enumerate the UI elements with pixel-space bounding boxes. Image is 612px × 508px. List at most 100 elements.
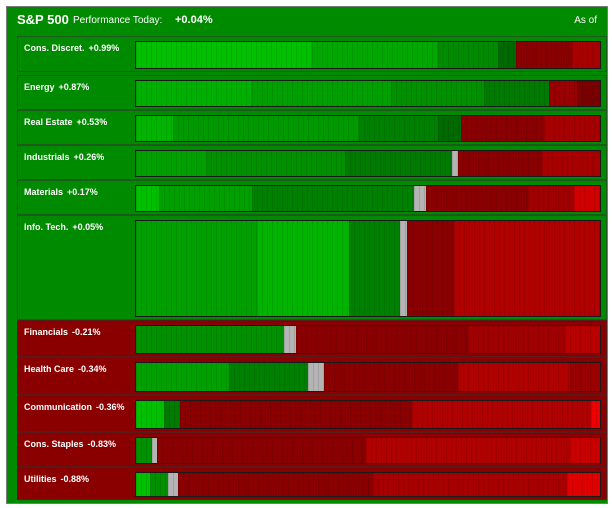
stock-group-tile[interactable] [467,326,566,353]
stock-group-tile[interactable] [344,151,452,176]
sector-label: Info. Tech. +0.05% [24,222,103,232]
stock-group-tile[interactable] [567,473,600,496]
sector-label: Materials +0.17% [24,187,98,197]
stock-strip[interactable] [135,472,601,497]
stock-group-tile[interactable] [590,401,600,428]
stock-group-tile[interactable] [372,473,568,496]
stock-strip[interactable] [135,362,601,392]
stock-group-tile[interactable] [296,326,468,353]
stock-group-tile[interactable] [569,438,600,463]
stock-group-tile[interactable] [460,116,545,141]
sector-row[interactable]: Cons. Staples -0.83% [17,432,607,467]
sector-row[interactable]: Utilities -0.88% [17,467,607,500]
stock-strip[interactable] [135,80,601,107]
sector-row[interactable]: Energy +0.87% [17,75,607,110]
stock-group-tile[interactable] [425,186,529,211]
sector-row[interactable]: Real Estate +0.53% [17,110,607,145]
sector-label: Cons. Staples -0.83% [24,439,116,449]
stock-group-tile[interactable] [136,42,313,68]
stock-group-tile[interactable] [544,116,600,141]
stock-group-tile[interactable] [576,81,600,106]
sector-row[interactable]: Health Care -0.34% [17,357,607,395]
stock-strip[interactable] [135,115,601,142]
stock-group-tile[interactable] [574,186,600,211]
stock-group-tile[interactable] [256,221,350,316]
stock-group-tile[interactable] [136,363,229,391]
stock-group-tile[interactable] [136,186,160,211]
sector-row[interactable]: Financials -0.21% [17,320,607,357]
stock-group-tile[interactable] [437,116,461,141]
stock-group-tile[interactable] [173,116,359,141]
stock-group-tile[interactable] [412,401,591,428]
stock-group-tile[interactable] [365,438,570,463]
stock-group-tile[interactable] [565,326,600,353]
stock-strip[interactable] [135,220,601,317]
stock-group-tile[interactable] [312,42,438,68]
stock-strip[interactable] [135,325,601,354]
stock-group-tile[interactable] [414,186,426,211]
stock-group-tile[interactable] [516,42,573,68]
stock-group-tile[interactable] [136,116,174,141]
stock-group-tile[interactable] [252,81,392,106]
stock-group-tile[interactable] [159,186,252,211]
sector-name: Health Care [24,364,75,374]
stock-group-tile[interactable] [136,473,150,496]
sector-row[interactable]: Cons. Discret. +0.99% [17,36,607,72]
stock-group-tile[interactable] [136,81,252,106]
stock-group-tile[interactable] [156,438,366,463]
stock-strip[interactable] [135,400,601,429]
stock-strip[interactable] [135,41,601,69]
stock-group-tile[interactable] [136,221,257,316]
stock-group-tile[interactable] [451,151,459,176]
sector-change: +0.17% [67,187,98,197]
sector-row[interactable]: Industrials +0.26% [17,145,607,180]
stock-group-tile[interactable] [205,151,345,176]
stock-group-tile[interactable] [152,438,157,463]
stock-group-tile[interactable] [136,438,153,463]
stock-strip[interactable] [135,150,601,177]
stock-group-tile[interactable] [180,401,413,428]
stock-strip[interactable] [135,437,601,464]
sector-row[interactable]: Communication -0.36% [17,395,607,432]
stock-group-tile[interactable] [177,473,373,496]
stock-group-tile[interactable] [391,81,484,106]
sector-change: +0.87% [58,82,90,92]
stock-group-tile[interactable] [572,42,600,68]
stock-group-tile[interactable] [136,326,285,353]
sector-name: Cons. Staples [24,439,84,449]
sector-change: +0.99% [88,43,120,53]
stock-group-tile[interactable] [307,363,324,391]
stock-group-tile[interactable] [168,473,178,496]
stock-strip[interactable] [135,185,601,212]
sector-row[interactable]: Info. Tech. +0.05% [17,215,607,320]
stock-group-tile[interactable] [437,42,498,68]
stock-group-tile[interactable] [458,151,542,176]
stock-group-tile[interactable] [136,401,164,428]
stock-group-tile[interactable] [569,363,600,391]
stock-group-tile[interactable] [453,221,600,316]
stock-group-tile[interactable] [458,363,570,391]
sector-change: -0.21% [72,327,101,337]
stock-group-tile[interactable] [497,42,517,68]
stock-group-tile[interactable] [228,363,308,391]
sector-change: -0.83% [87,439,117,449]
stock-group-tile[interactable] [400,221,408,316]
sector-label: Health Care -0.34% [24,364,107,374]
stock-group-tile[interactable] [349,221,401,316]
stock-group-tile[interactable] [548,81,577,106]
stock-group-tile[interactable] [323,363,459,391]
stock-group-tile[interactable] [541,151,600,176]
stock-group-tile[interactable] [251,186,415,211]
stock-group-tile[interactable] [163,401,181,428]
stock-group-tile[interactable] [284,326,297,353]
sector-name: Industrials [24,152,70,162]
sector-row[interactable]: Materials +0.17% [17,180,607,215]
stock-group-tile[interactable] [483,81,549,106]
performance-label: Performance Today: [73,15,163,26]
sector-label: Utilities -0.88% [24,474,89,484]
stock-group-tile[interactable] [528,186,575,211]
stock-group-tile[interactable] [136,151,206,176]
stock-group-tile[interactable] [149,473,169,496]
stock-group-tile[interactable] [407,221,454,316]
stock-group-tile[interactable] [358,116,438,141]
